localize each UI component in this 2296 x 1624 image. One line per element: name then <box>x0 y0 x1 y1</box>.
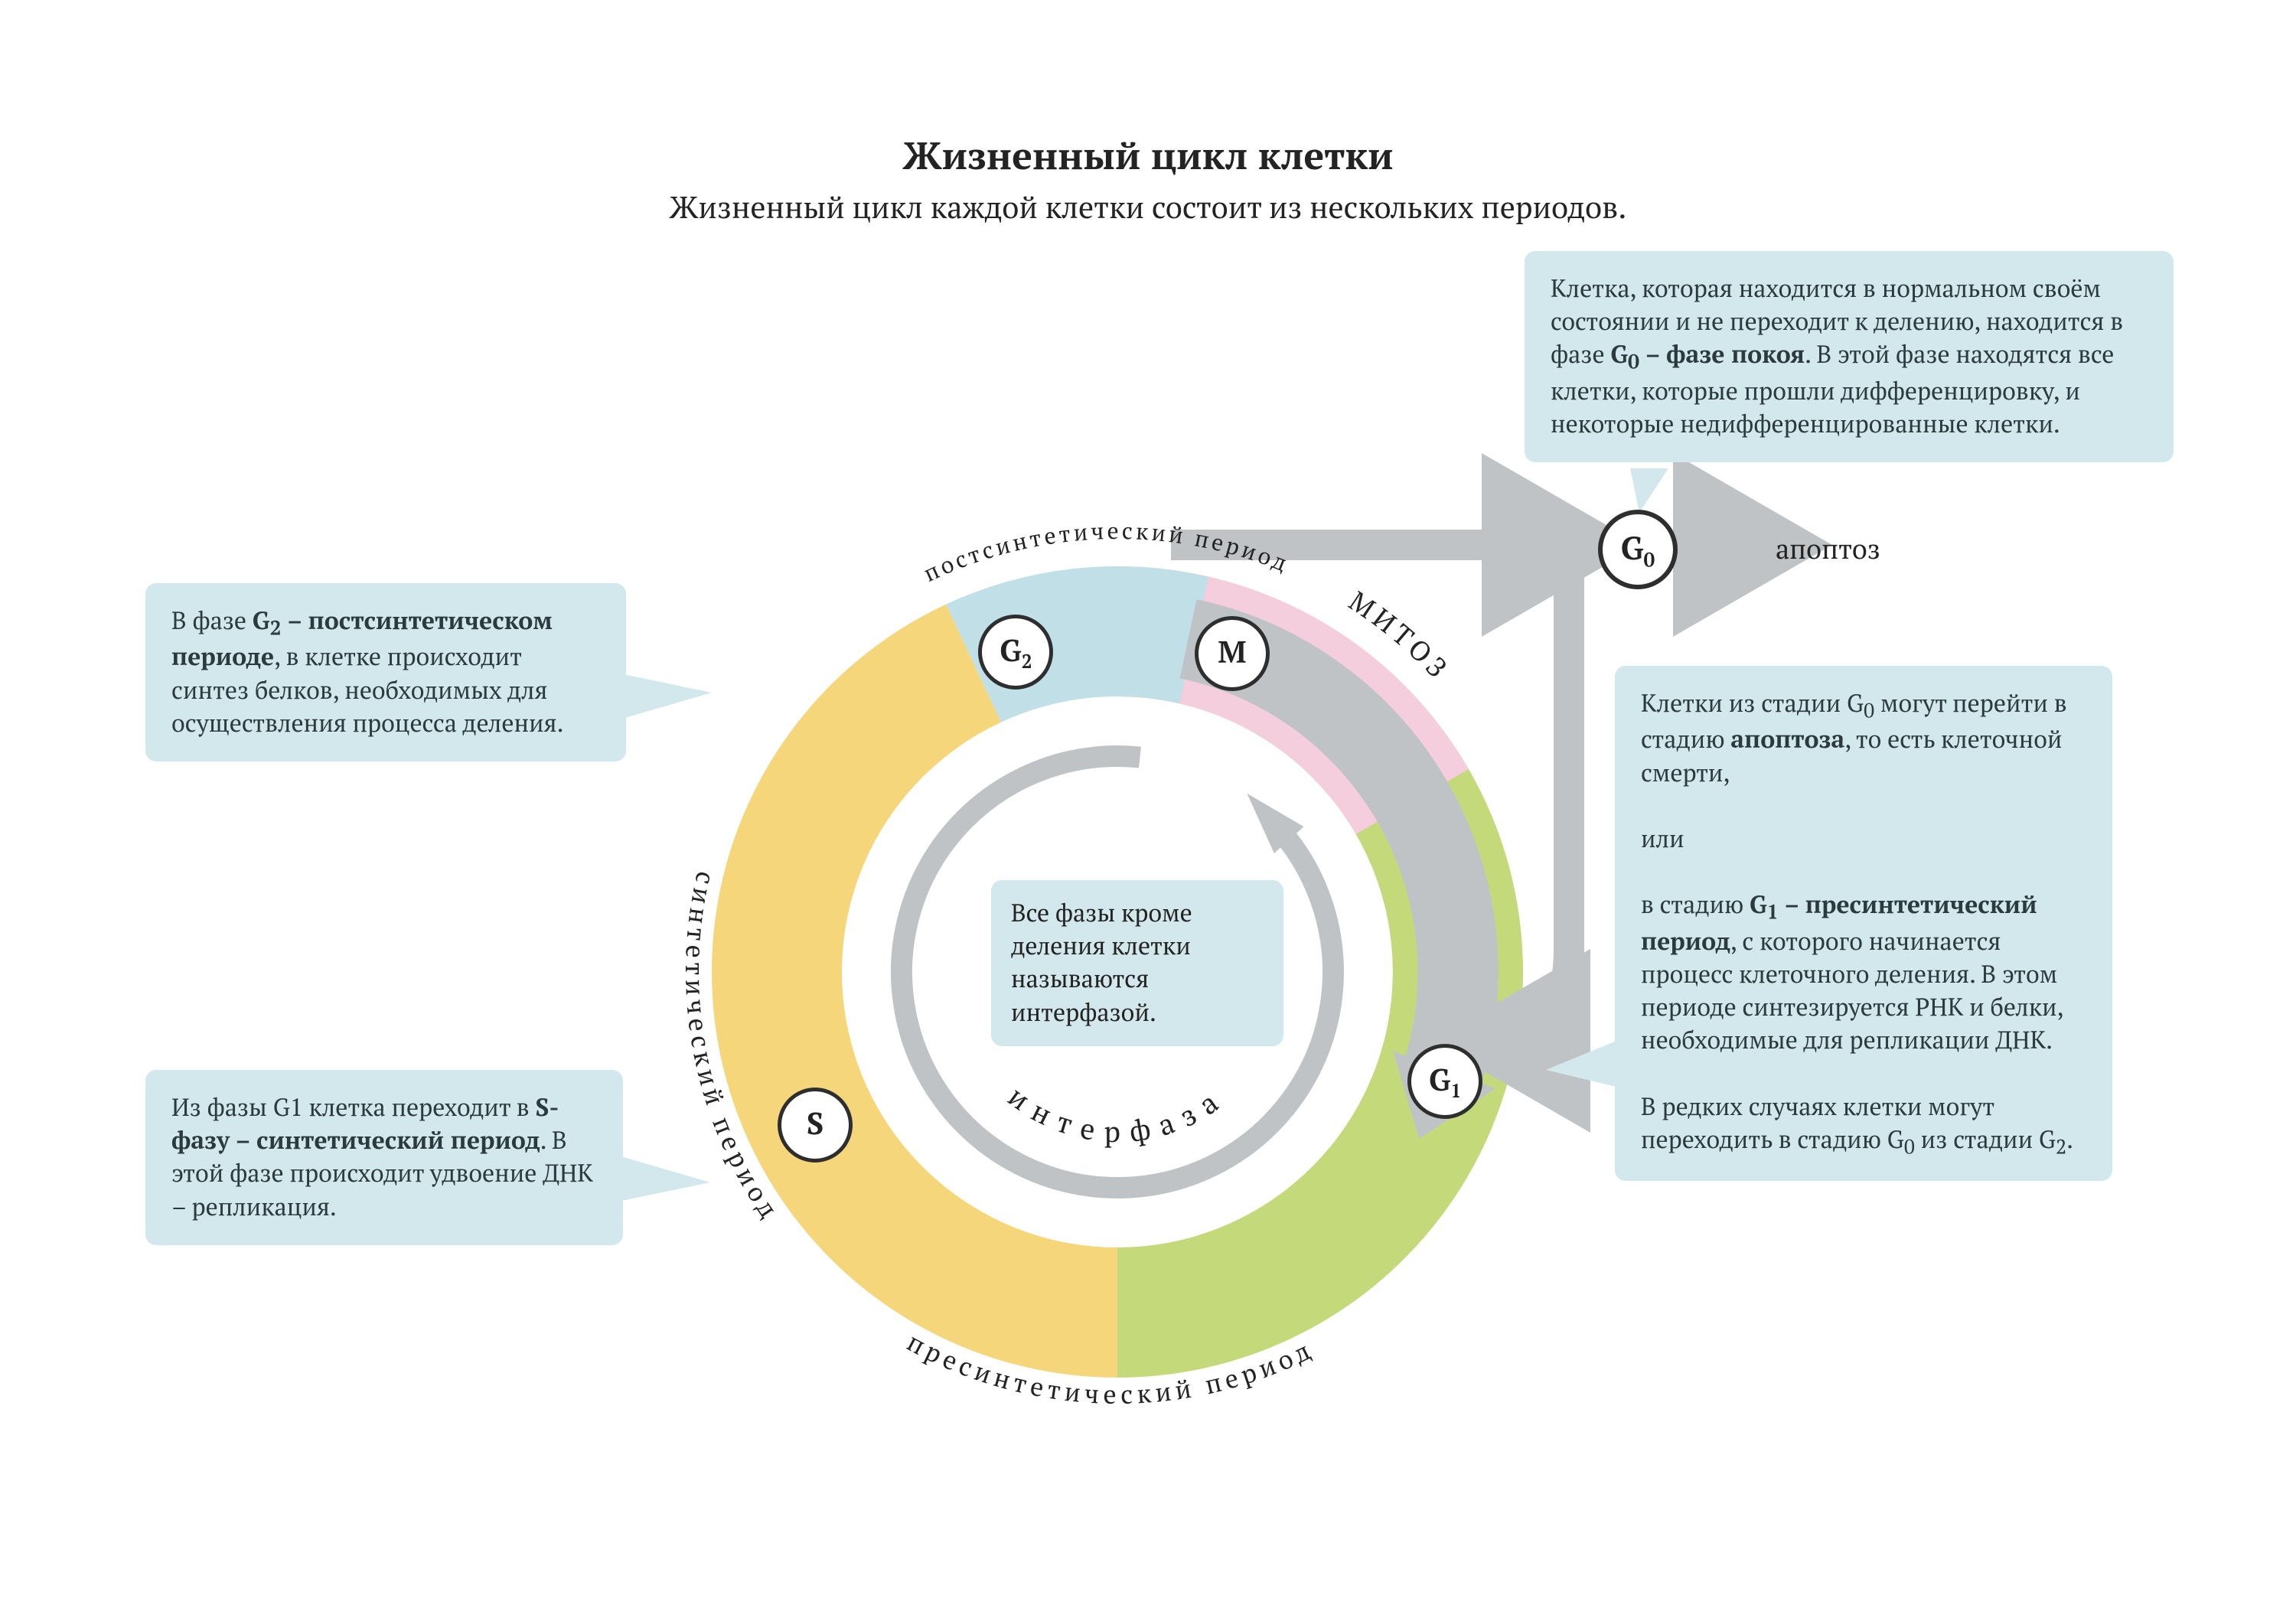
center-interphase-note: Все фазы кроме деления клетки называются… <box>991 880 1283 1046</box>
callout-g2: В фазе G2 – постсинтетическом периоде, в… <box>145 583 626 761</box>
apoptosis-label: апоптоз <box>1776 531 1880 567</box>
callout-g0: Клетка, которая находится в нормальном с… <box>1525 251 2174 462</box>
pointer-s <box>618 1156 710 1202</box>
pointer-g1 <box>1546 1041 1616 1087</box>
phase-badge-m: M <box>1195 616 1270 691</box>
phase-badge-g2: G2 <box>978 615 1053 690</box>
phase-badge-s: S <box>778 1088 853 1163</box>
callout-g1-apop: Клетки из стадии G0 могут перейти в стад… <box>1615 666 2112 1181</box>
pointer-g0 <box>1630 468 1668 513</box>
phase-badge-g0: G0 <box>1598 510 1678 589</box>
callout-s: Из фазы G1 клетка переходит в S-фазу – с… <box>145 1070 623 1245</box>
phase-badge-g1: G1 <box>1407 1044 1482 1119</box>
pointer-g2 <box>620 673 712 719</box>
